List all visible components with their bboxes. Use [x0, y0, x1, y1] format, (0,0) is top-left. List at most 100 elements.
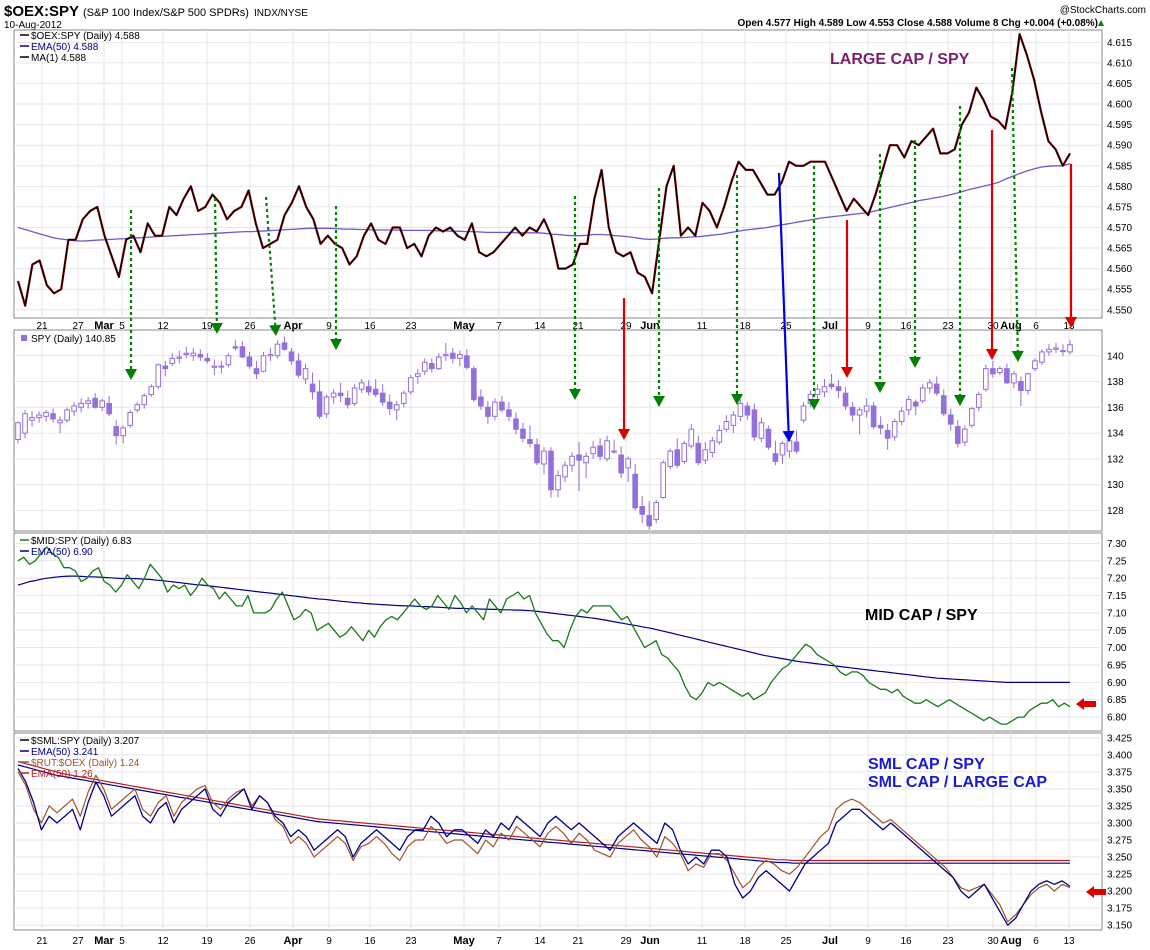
candle-body [926, 382, 933, 389]
candlestick [730, 411, 737, 434]
y-tick-label: 3.225 [1107, 870, 1132, 881]
blue-arrow [777, 172, 795, 442]
x-tick-label: 16 [900, 321, 912, 332]
candlestick [653, 500, 660, 524]
arrow-head [653, 396, 665, 407]
candlestick [583, 452, 589, 479]
candlestick [414, 368, 421, 385]
candlestick [337, 382, 344, 403]
candlestick [1046, 344, 1052, 356]
candlestick [562, 461, 568, 483]
x-tick-label: 23 [405, 321, 417, 332]
green-dotted-arrow [264, 196, 282, 336]
candle-body [36, 414, 42, 419]
y-tick-label: 3.250 [1107, 853, 1132, 864]
candle-body [751, 409, 758, 438]
y-tick-label: 4.570 [1107, 223, 1132, 234]
candlestick [828, 373, 835, 390]
candlestick [162, 360, 169, 377]
arrow-shaft [1010, 67, 1019, 352]
arrow-head [731, 394, 743, 405]
candle-body [176, 356, 183, 359]
x-tick-label: 5 [119, 321, 125, 332]
candlestick [22, 409, 28, 439]
arrow-head [986, 349, 998, 360]
candle-body [414, 373, 421, 377]
candlestick [428, 358, 435, 373]
candle-body [870, 405, 877, 428]
candle-body [464, 355, 470, 368]
y-tick-label: 7.30 [1107, 539, 1127, 550]
legend-oex-spy-ema: EMA(50) 4.588 [31, 42, 99, 53]
x-tick-label: May [453, 935, 475, 947]
candlestick [674, 438, 681, 468]
y-tick-label: 6.85 [1107, 695, 1127, 706]
legend-sml-spy-ema: EMA(50) 3.241 [31, 747, 99, 758]
annotation-sml-cap: SML CAP / SPY [868, 756, 985, 773]
candle-body [597, 445, 603, 457]
candlestick [464, 349, 470, 370]
x-tick-label: 18 [739, 321, 751, 332]
header-date: 10-Aug-2012 [4, 20, 62, 31]
y-tick-label: 132 [1107, 454, 1124, 465]
x-tick-label: 23 [942, 321, 954, 332]
candle-body [548, 450, 554, 491]
candle-body [148, 386, 155, 395]
candlestick [1032, 358, 1038, 372]
x-tick-label: 14 [534, 936, 546, 947]
candlestick [400, 390, 407, 408]
candlestick [1067, 340, 1073, 355]
x-tick-label: 12 [157, 321, 169, 332]
panel-frame-4 [13, 732, 1103, 931]
candle-body [702, 449, 709, 461]
red-arrow [986, 130, 998, 360]
candlestick [765, 425, 772, 450]
x-tick-label: 27 [72, 936, 84, 947]
arrow-head [1065, 317, 1077, 328]
x-tick-label: May [453, 320, 475, 332]
candle-body [190, 352, 197, 357]
candlestick [183, 346, 190, 359]
candlestick [976, 391, 982, 412]
candle-body [555, 475, 561, 491]
candlestick [365, 380, 372, 396]
candle-body [337, 392, 344, 397]
x-tick-label: Aug [1000, 935, 1021, 947]
x-tick-label: 30 [987, 321, 999, 332]
candle-body [534, 444, 540, 464]
candle-body [562, 464, 568, 478]
candle-body [976, 393, 982, 408]
header-ohlc: Open 4.577 High 4.589 Low 4.553 Close 4.… [737, 18, 1098, 29]
green-dotted-arrow [125, 210, 137, 380]
candlestick [625, 456, 631, 483]
candle-body [583, 455, 589, 464]
candle-body [765, 428, 772, 448]
candlestick [569, 452, 575, 472]
candlestick [1025, 372, 1031, 395]
arrow-head [841, 367, 853, 378]
candlestick [969, 407, 975, 428]
candle-body [821, 386, 828, 393]
candlestick [898, 407, 905, 426]
arrow-head [782, 430, 795, 442]
candlestick [358, 378, 365, 394]
candlestick [821, 378, 828, 397]
arrow-head [269, 324, 282, 336]
x-tick-label: 18 [739, 936, 751, 947]
header-exchange: INDX/NYSE [254, 8, 308, 19]
candlestick [863, 398, 870, 418]
candlestick [926, 378, 933, 394]
x-tick-label: Jul [822, 935, 838, 947]
candlestick [281, 336, 288, 351]
x-tick-label: 9 [865, 321, 871, 332]
candle-body [281, 342, 288, 350]
candle-body [962, 428, 968, 443]
candlestick [590, 440, 596, 459]
y-tick-label: 4.550 [1107, 305, 1132, 316]
green-dotted-arrow [808, 166, 820, 410]
candlestick [576, 442, 582, 492]
candle-body [793, 441, 800, 452]
candlestick [793, 430, 800, 454]
x-tick-label: 9 [326, 321, 332, 332]
candlestick [120, 425, 127, 444]
